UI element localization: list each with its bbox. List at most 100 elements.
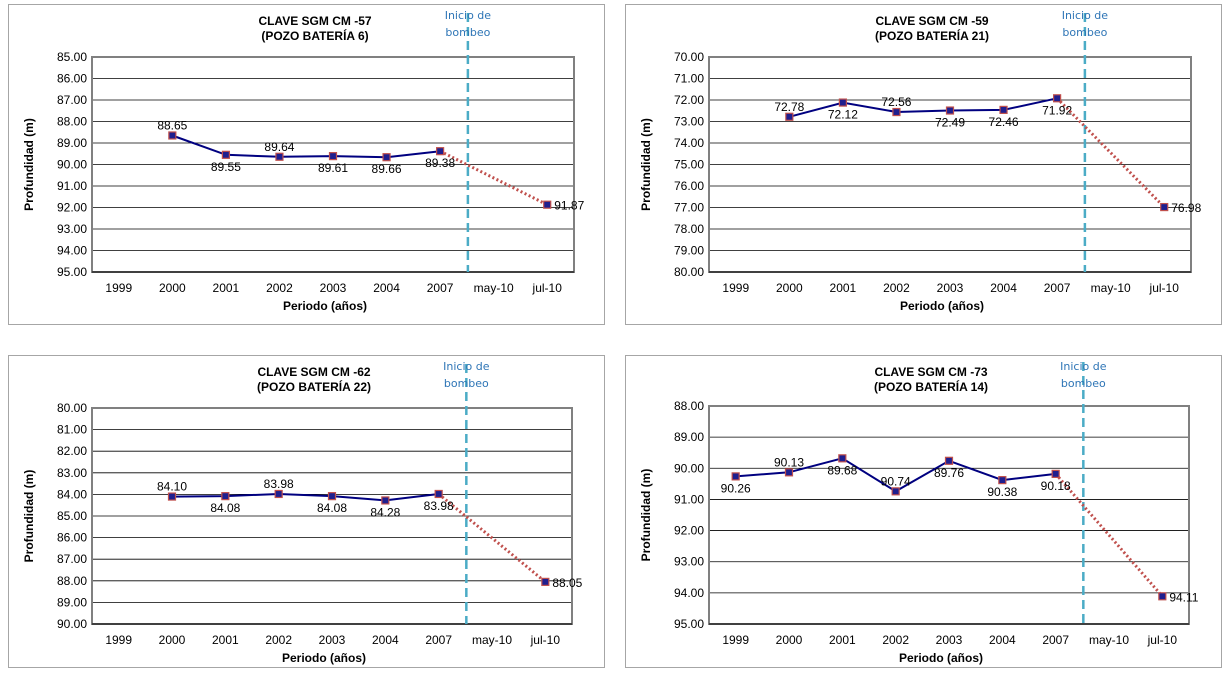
x-tick-label: 2002	[882, 633, 909, 647]
data-label: 88.65	[157, 118, 187, 132]
pumping-start-label: Inicio de	[1060, 360, 1107, 373]
y-tick-label: 86.00	[57, 72, 87, 86]
data-label: 83.98	[424, 499, 454, 513]
data-label: 84.10	[157, 480, 187, 494]
data-point	[838, 454, 847, 463]
data-point	[541, 577, 550, 586]
x-tick-label: 1999	[105, 633, 132, 647]
y-tick-label: 92.00	[57, 201, 87, 215]
y-tick-label: 91.00	[57, 179, 87, 193]
data-label: 72.56	[881, 95, 911, 109]
data-point	[998, 476, 1007, 485]
data-label: 89.76	[934, 466, 964, 480]
trend-line-projection	[1056, 97, 1166, 209]
y-tick-label: 93.00	[57, 222, 87, 236]
data-point	[168, 131, 177, 140]
data-point	[945, 106, 955, 115]
chart-cm57: 85.00 86.00 87.00 88.00 89.00 90.00 91.00 92.00…	[22, 9, 585, 313]
data-label: 76.98	[1171, 201, 1201, 215]
y-tick-label: 88.00	[57, 115, 87, 129]
data-point	[167, 492, 177, 501]
x-tick-label: 2000	[776, 281, 803, 295]
x-tick-label: 2003	[937, 281, 964, 295]
data-point	[731, 472, 740, 481]
data-point	[838, 98, 847, 107]
y-tick-label: 91.00	[674, 492, 704, 506]
x-tick-label: 2007	[425, 633, 452, 647]
y-tick-label: 80.00	[57, 401, 87, 415]
pumping-start-label: bombeo	[1061, 377, 1106, 390]
x-tick-label: 2004	[990, 281, 1017, 295]
y-tick-label: 81.00	[57, 423, 87, 437]
x-axis-title: Periodo (años)	[283, 299, 367, 313]
data-point	[382, 153, 391, 162]
x-tick-label: 2000	[776, 633, 803, 647]
chart-title: CLAVE SGM CM -73	[874, 365, 987, 379]
x-tick-label: 2003	[319, 633, 346, 647]
y-tick-label: 75.00	[674, 158, 704, 172]
chart-panel-cm59: 70.00 71.00 72.00 73.00 74.00 75.00 76.00 77.00…	[625, 4, 1222, 325]
y-tick-label: 87.00	[57, 93, 87, 107]
y-tick-label: 80.00	[674, 265, 704, 279]
x-tick-label: jul-10	[530, 633, 561, 647]
y-tick-label: 85.00	[57, 509, 87, 523]
y-tick-label: 77.00	[674, 201, 704, 215]
plot-area	[708, 405, 1190, 625]
x-tick-label: 2007	[427, 281, 454, 295]
chart-title: CLAVE SGM CM -57	[258, 14, 371, 28]
x-tick-label: may-10	[472, 633, 512, 647]
x-tick-label: 2003	[936, 633, 963, 647]
x-tick-label: 2004	[373, 281, 400, 295]
y-tick-label: 78.00	[674, 222, 704, 236]
data-label: 72.78	[774, 100, 804, 114]
data-point	[328, 152, 338, 161]
data-point	[892, 107, 901, 117]
y-tick-label: 88.00	[57, 574, 87, 588]
x-tick-label: 2004	[372, 633, 399, 647]
data-point	[327, 492, 337, 501]
data-point	[1158, 592, 1167, 601]
pumping-start-label: Inicio de	[445, 9, 492, 22]
data-label: 83.98	[264, 477, 294, 491]
x-tick-label: 2003	[320, 281, 347, 295]
x-tick-label: 2004	[989, 633, 1016, 647]
data-label: 90.13	[774, 455, 804, 469]
y-tick-label: 72.00	[674, 93, 704, 107]
y-tick-label: 82.00	[57, 444, 87, 458]
y-tick-label: 89.00	[57, 595, 87, 609]
chart-title: (POZO BATERÍA 21)	[875, 28, 989, 43]
chart-cm59: 70.00 71.00 72.00 73.00 74.00 75.00 76.00 77.00…	[639, 9, 1202, 313]
series-line	[789, 97, 1058, 118]
x-tick-label: 2000	[159, 633, 186, 647]
data-point	[221, 492, 230, 501]
pumping-start-label: Inicio de	[443, 360, 490, 373]
series-line	[171, 492, 439, 502]
data-label: 89.38	[425, 156, 455, 170]
y-tick-label: 90.00	[674, 461, 704, 475]
x-axis-title: Periodo (años)	[899, 651, 983, 665]
x-tick-label: 2000	[159, 281, 186, 295]
data-point	[1160, 202, 1169, 212]
x-tick-label: 1999	[722, 281, 749, 295]
data-label: 84.28	[370, 505, 400, 519]
y-tick-label: 89.00	[57, 136, 87, 150]
data-point	[784, 468, 794, 477]
data-label: 89.55	[211, 160, 241, 174]
x-tick-label: 2002	[265, 633, 292, 647]
y-tick-label: 95.00	[57, 265, 87, 279]
data-point	[221, 150, 230, 159]
y-axis-title: Profundidad (m)	[639, 118, 653, 211]
data-label: 84.08	[210, 501, 240, 515]
trend-line-projection	[439, 149, 548, 207]
series-line	[171, 134, 441, 159]
pumping-start-label: bombeo	[444, 377, 489, 390]
y-tick-label: 90.00	[57, 158, 87, 172]
data-point	[543, 200, 552, 209]
chart-cm62: 80.00 81.00 82.00 83.00 84.00 85.00 86.00 87.00…	[22, 360, 583, 665]
data-label: 91.87	[554, 199, 584, 213]
x-tick-label: 2001	[212, 633, 239, 647]
data-label: 72.46	[989, 115, 1019, 129]
data-label: 88.05	[552, 576, 582, 590]
data-point	[275, 152, 284, 161]
pumping-start-label: Inicio de	[1062, 9, 1109, 22]
